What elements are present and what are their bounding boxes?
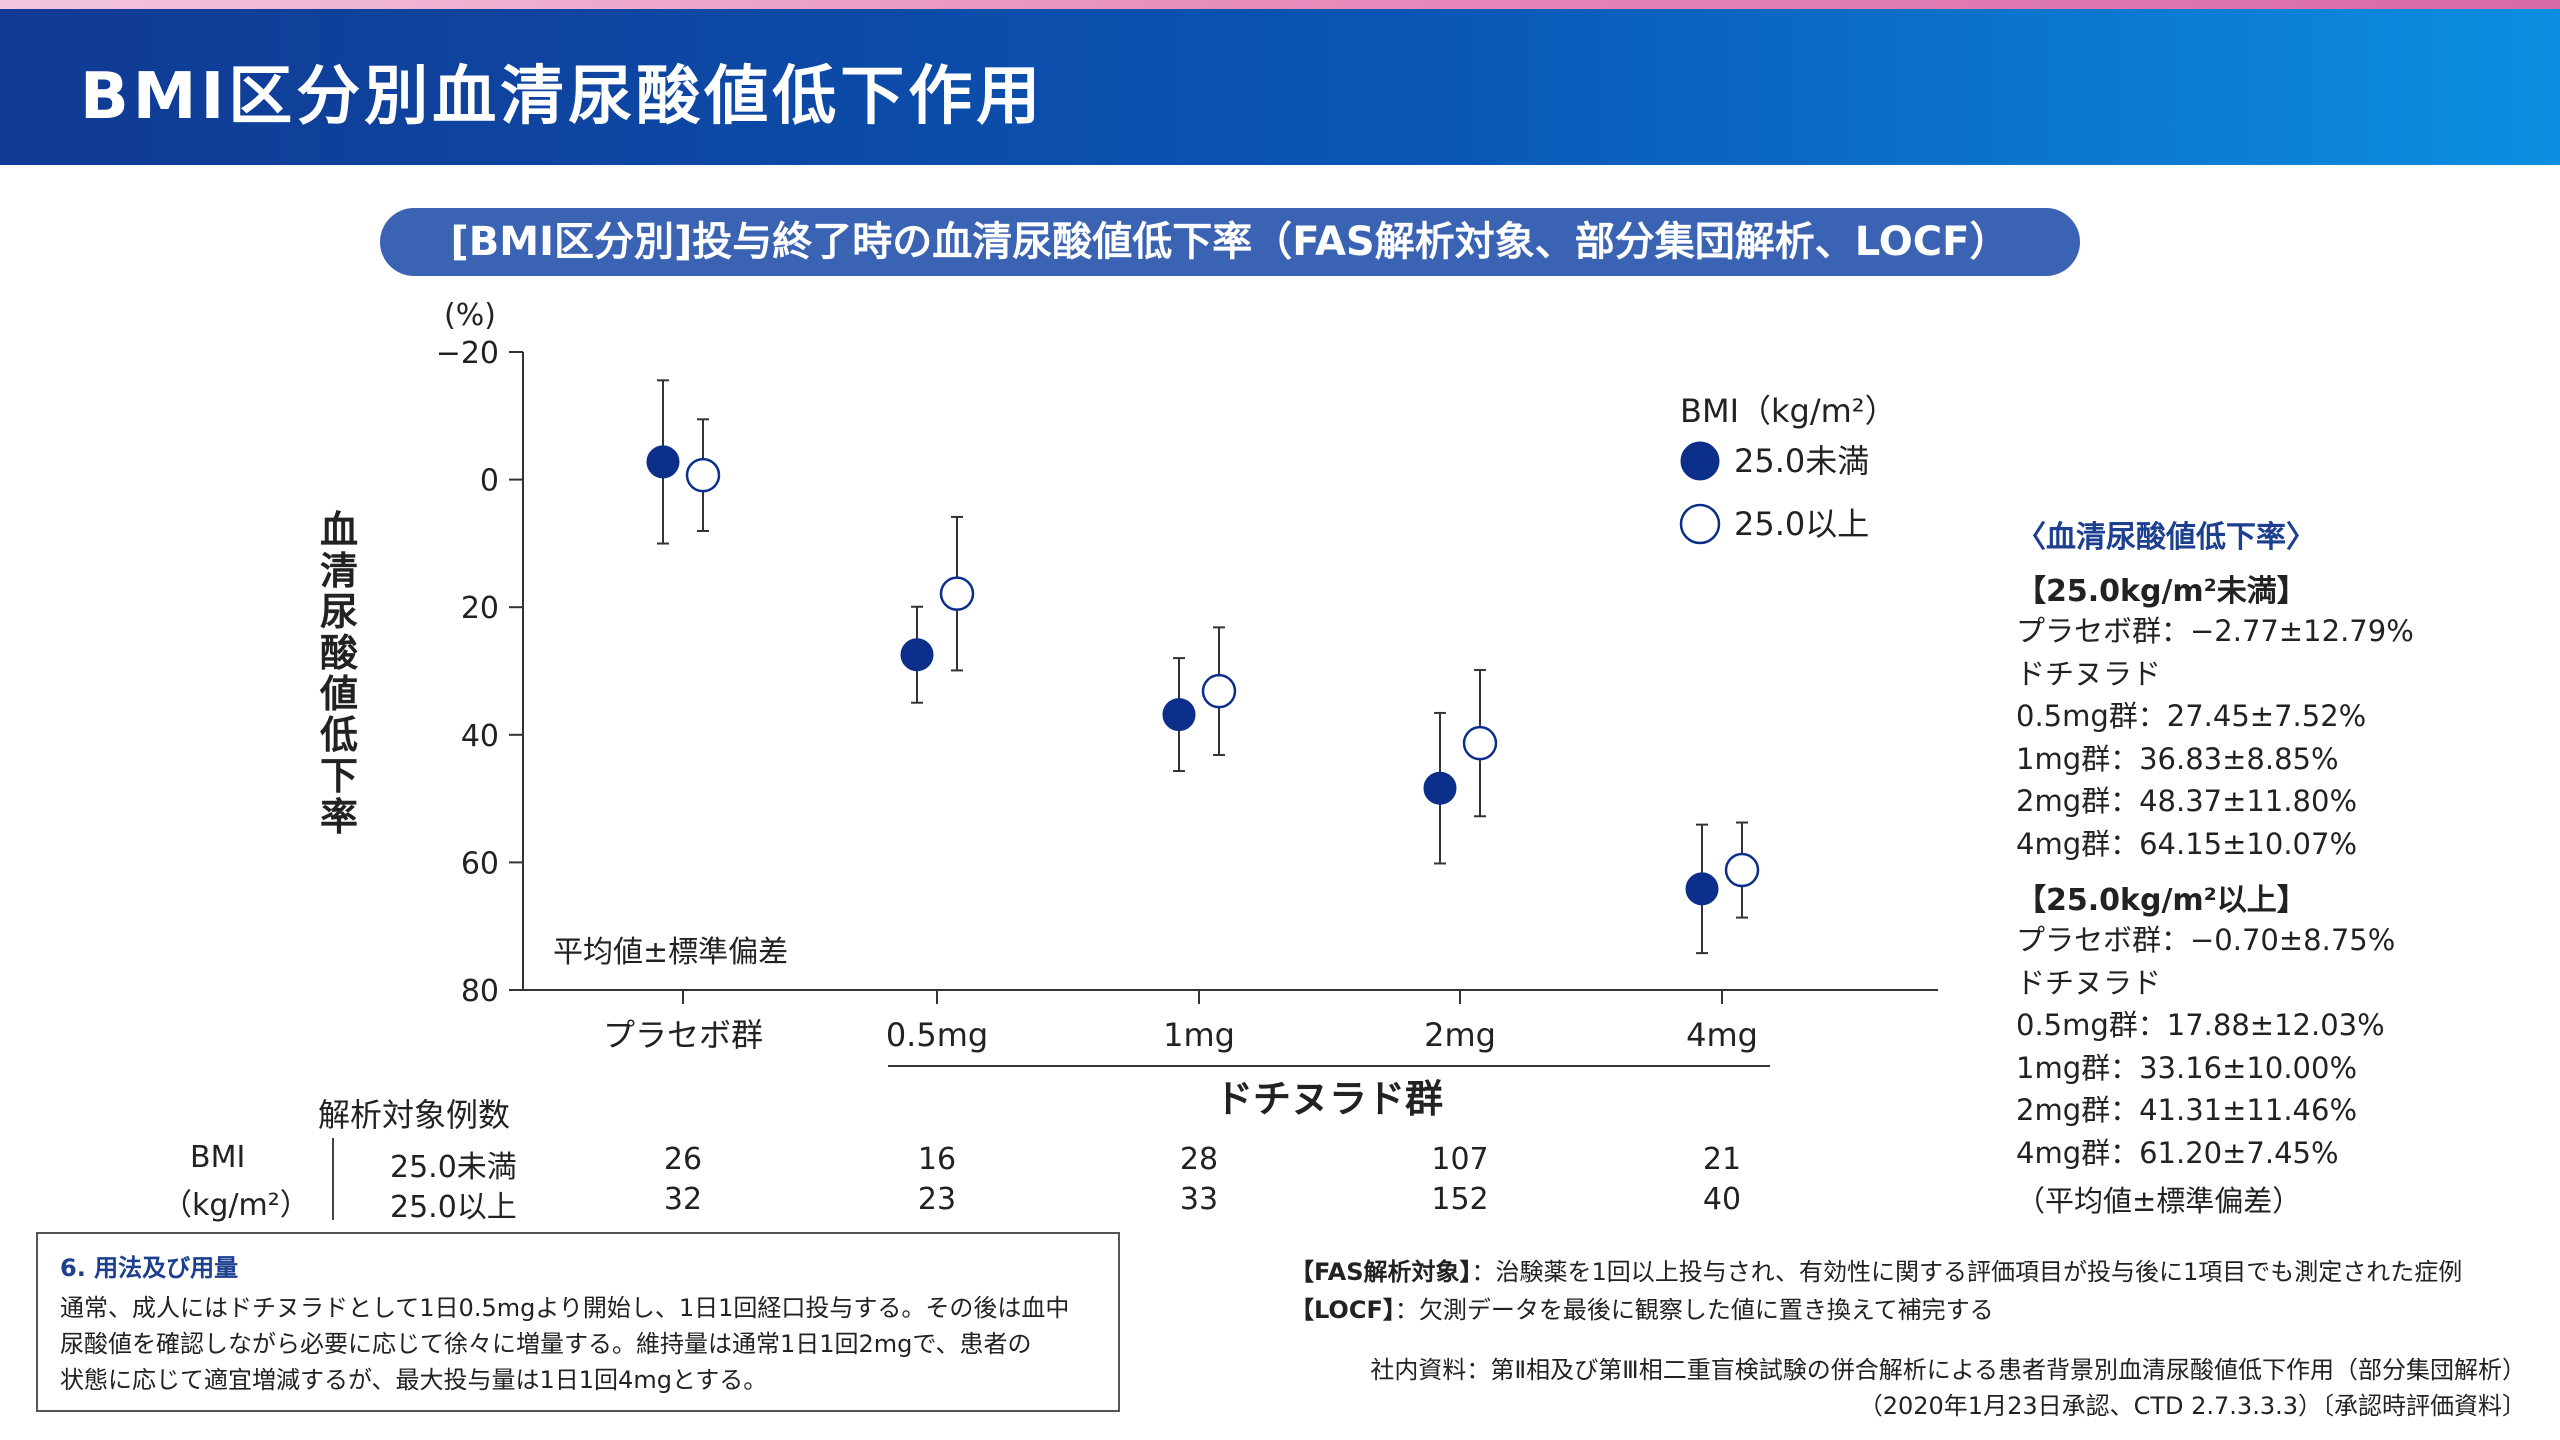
summary-line: プラセボ群：−2.77±12.79% (2016, 614, 2414, 648)
x-tick-label: 1mg (1163, 1016, 1235, 1054)
n-table-cell: 152 (1431, 1182, 1489, 1217)
n-table-row-header-2: （kg/m²） (162, 1188, 310, 1223)
summary-group-heading: 【25.0kg/m²未満】 (2016, 574, 2307, 609)
x-tick-label: 2mg (1424, 1016, 1496, 1054)
summary-title: 〈血清尿酸値低下率〉 (2016, 520, 2316, 555)
summary-note: （平均値±標準偏差） (2016, 1184, 2302, 1218)
data-point-under-25 (646, 445, 680, 479)
summary-line: ドチヌラド (2016, 965, 2162, 1000)
summary-line: 1mg群：36.83±8.85% (2016, 741, 2339, 776)
x-tick-label: プラセボ群 (603, 1016, 763, 1054)
legend-title: BMI（kg/m²） (1680, 392, 1897, 430)
y-tick-label: 20 (461, 591, 499, 626)
y-axis-label-char: 率 (319, 795, 358, 839)
summary-line: プラセボ群：−0.70±8.75% (2016, 923, 2396, 957)
data-point-under-25 (900, 638, 934, 672)
summary-line: 0.5mg群：27.45±7.52% (2016, 699, 2367, 733)
legend-label: 25.0未満 (1734, 442, 1869, 480)
summary-line: 2mg群：48.37±11.80% (2016, 784, 2358, 818)
n-table-cell: 33 (1179, 1182, 1219, 1217)
footnote-fas: 【FAS解析対象】：治験薬を1回以上投与され、有効性に関する評価項目が投与後に1… (1290, 1252, 2462, 1287)
n-table-row-header-1: BMI (190, 1140, 246, 1175)
n-table-row-label: 25.0未満 (390, 1150, 517, 1185)
footnote-locf-text: ：欠測データを最後に観察した値に置き換えて補完する (1394, 1296, 1994, 1324)
n-table-cell: 21 (1702, 1142, 1742, 1177)
y-unit-label: (%) (444, 298, 496, 333)
summary-group-heading: 【25.0kg/m²以上】 (2016, 883, 2307, 918)
y-axis-label-char: 下 (319, 754, 358, 798)
n-table-cell: 32 (663, 1182, 703, 1217)
y-tick-label: 40 (461, 719, 499, 754)
y-tick-label: −20 (436, 336, 499, 371)
footnote-locf-term: 【LOCF】 (1290, 1296, 1395, 1324)
summary-line: 4mg群：61.20±7.45% (2016, 1135, 2339, 1170)
footnote-fas-text: ：治験薬を1回以上投与され、有効性に関する評価項目が投与後に1項目でも測定された… (1471, 1258, 2463, 1286)
n-table-title: 解析対象例数 (318, 1096, 511, 1134)
dosage-title: 6. 用法及び用量 (60, 1254, 239, 1282)
data-point-under-25 (1162, 698, 1196, 732)
n-table-cell: 26 (663, 1142, 703, 1177)
data-point-over-25 (1724, 852, 1760, 888)
y-axis-label: 血清尿酸値低下率 (318, 510, 360, 838)
page-title: BMI区分別血清尿酸値低下作用 (80, 60, 1045, 134)
summary-line: ドチヌラド (2016, 656, 2162, 691)
n-table-row-label: 25.0以上 (390, 1190, 517, 1225)
summary-line: 1mg群：33.16±10.00% (2016, 1050, 2358, 1085)
n-table-divider (332, 1138, 334, 1220)
y-tick-label: 60 (461, 846, 499, 881)
data-point-over-25 (1462, 725, 1498, 761)
data-point-over-25 (685, 457, 721, 493)
dosage-line-3: 状態に応じて適宜増減するが、最大投与量は1日1回4mgとする。 (60, 1366, 768, 1394)
y-axis-label-char: 低 (319, 713, 358, 757)
y-axis-label-char: 値 (319, 672, 358, 716)
source-line-1: 社内資料：第Ⅱ相及び第Ⅲ相二重盲検試験の併合解析による患者背景別血清尿酸値低下作… (1370, 1356, 2526, 1384)
n-table-cell: 23 (917, 1182, 957, 1217)
y-axis-label-char: 尿 (319, 590, 358, 634)
y-axis-label-char: 酸 (319, 631, 358, 675)
summary-line: 0.5mg群：17.88±12.03% (2016, 1008, 2385, 1042)
n-table-cell: 40 (1702, 1182, 1742, 1217)
x-tick-label: 0.5mg (886, 1016, 988, 1054)
n-table-cell: 16 (917, 1142, 957, 1177)
legend-marker (1680, 441, 1720, 481)
chart-marks (646, 379, 1760, 955)
top-accent-line (0, 0, 2560, 9)
footnote-fas-term: 【FAS解析対象】 (1290, 1258, 1472, 1286)
source-line-2: （2020年1月23日承認、CTD 2.7.3.3.3）〔承認時評価資料〕 (1858, 1392, 2526, 1420)
summary-line: 2mg群：41.31±11.46% (2016, 1093, 2358, 1127)
data-point-under-25 (1685, 872, 1719, 906)
legend-marker (1679, 503, 1721, 545)
dosage-line-2: 尿酸値を確認しながら必要に応じて徐々に増量する。維持量は通常1日1回2mgで、患… (60, 1330, 1032, 1358)
chart-title-pill: [BMI区分別]投与終了時の血清尿酸値低下率（FAS解析対象、部分集団解析、LO… (380, 208, 2080, 276)
y-axis-label-char: 清 (319, 549, 358, 593)
footnote-locf: 【LOCF】：欠測データを最後に観察した値に置き換えて補完する (1290, 1290, 1994, 1325)
summary-line: 4mg群：64.15±10.07% (2016, 826, 2358, 861)
x-tick-label: 4mg (1686, 1016, 1758, 1054)
data-point-over-25 (1201, 673, 1237, 709)
legend-label: 25.0以上 (1734, 505, 1869, 543)
group-label: ドチヌラド群 (1215, 1077, 1443, 1121)
y-tick-label: 0 (480, 464, 499, 499)
data-point-under-25 (1423, 771, 1457, 805)
data-point-over-25 (939, 576, 975, 611)
header-bar: BMI区分別血清尿酸値低下作用 (0, 9, 2560, 165)
dosage-box: 6. 用法及び用量 通常、成人にはドチヌラドとして1日0.5mgより開始し、1日… (36, 1232, 1120, 1412)
y-tick-label: 80 (461, 974, 499, 1009)
n-table-cell: 107 (1431, 1142, 1489, 1177)
y-axis-label-char: 血 (319, 508, 358, 552)
n-table-cell: 28 (1179, 1142, 1219, 1177)
chart-axes: (%)−20 0 20 40 60 80 プラセボ群 0.5mg 1mg 2mg 4mg ドチヌラド群… (436, 298, 1938, 1121)
dosage-line-1: 通常、成人にはドチヌラドとして1日0.5mgより開始し、1日1回経口投与する。そ… (60, 1294, 1070, 1322)
chart-legend: BMI（kg/m²） 25.0未満 25.0以上 (1679, 392, 1897, 545)
stat-note: 平均値±標準偏差 (553, 935, 788, 970)
